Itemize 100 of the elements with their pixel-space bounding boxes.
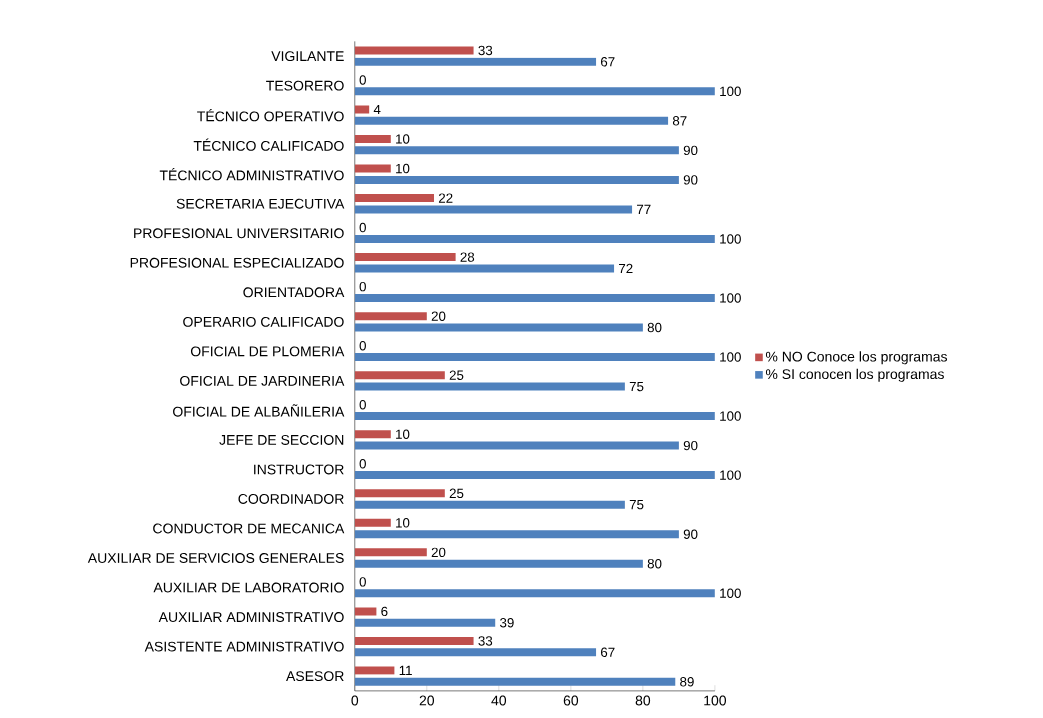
bar [354,607,377,616]
y-tick-label: SECRETARIA EJECUTIVA [176,199,345,209]
bar [354,87,715,96]
y-tick-label: TÉCNICO CALIFICADO [193,138,344,152]
data-label: 87 [672,116,687,126]
bar [354,500,625,509]
data-label: 67 [601,647,615,658]
bar [354,135,391,144]
bar [354,312,427,321]
bar [354,58,597,66]
y-tick-label: CONDUCTOR DE MECANICA [153,523,345,534]
bar [354,105,370,114]
bar [354,519,391,528]
data-label: 0 [359,223,366,233]
bar [354,235,715,244]
data-label: 77 [637,205,651,215]
bar [354,548,427,557]
bar [354,530,679,539]
x-tick-label: 40 [491,695,507,706]
bar [354,666,395,675]
data-label: 100 [720,293,741,303]
data-label: 90 [683,441,698,451]
data-label: 75 [629,500,644,510]
data-label: 0 [359,400,366,410]
bar [354,678,676,687]
x-tick-label: 60 [563,695,579,706]
data-label: 25 [449,370,464,381]
x-tick-label: 0 [351,695,359,706]
data-label: 28 [460,252,475,263]
bar [354,637,474,646]
data-label: 39 [500,618,514,628]
data-label: 90 [683,529,698,540]
data-label: 22 [438,193,453,203]
data-label: 90 [683,175,698,185]
bar [354,559,643,568]
bar [354,146,679,155]
data-label: 10 [396,518,410,528]
data-label: 80 [647,559,662,569]
y-tick-label: AUXILIAR ADMINISTRATIVO [158,612,344,623]
bar [354,194,435,203]
data-label: 0 [359,282,366,292]
y-tick-label: OFICIAL DE ALBAÑILERIA [173,404,345,417]
y-tick-label: OFICIAL DE JARDINERIA [180,376,345,387]
data-label: 33 [478,45,493,56]
y-tick-label: ASISTENTE ADMINISTRATIVO [144,641,344,652]
data-label: 100 [720,86,741,97]
data-label: 10 [396,429,410,440]
bar [354,323,643,332]
data-label: 100 [720,352,741,362]
data-label: 67 [601,57,615,67]
y-tick-label: VIGILANTE [271,51,344,62]
y-tick-label: INSTRUCTOR [254,464,344,475]
data-label: 10 [396,134,410,144]
x-tick-label: 80 [635,695,651,706]
bar [354,371,445,380]
data-label: 20 [431,547,446,558]
bar [354,253,456,262]
x-tick-label: 100 [704,695,727,706]
data-label: 4 [373,105,381,115]
data-label: 72 [619,264,633,274]
data-label: 0 [359,459,366,469]
bar [354,176,679,185]
y-tick-label: PROFESIONAL UNIVERSITARIO [134,228,344,239]
bar [354,294,715,303]
bar [354,205,633,214]
bar [354,164,391,173]
y-tick-label: OFICIAL DE PLOMERIA [190,346,345,357]
bar [354,489,445,498]
bar [354,430,391,439]
legend-label: % NO Conoce los programas [765,351,948,365]
data-label: 6 [381,606,388,617]
bar [354,353,715,362]
bar [354,264,615,273]
y-tick-label: PROFESIONAL ESPECIALIZADO [130,258,344,268]
data-label: 90 [683,145,698,156]
bar [354,441,679,450]
data-label: 89 [680,677,694,687]
bar [354,589,715,598]
bar [354,471,715,480]
data-label: 20 [431,311,446,322]
data-label: 75 [629,382,644,392]
data-label: 100 [720,411,741,421]
bar [354,382,625,391]
data-label: 80 [647,323,662,333]
bar [354,46,474,55]
y-tick-label: TÉCNICO OPERATIVO [197,109,344,122]
y-tick-label: AUXILIAR DE SERVICIOS GENERALES [87,553,344,564]
data-label: 11 [399,666,412,676]
y-tick-label: TESORERO [266,80,344,91]
bar [354,618,496,627]
data-label: 0 [359,577,366,587]
data-label: 100 [720,234,741,244]
data-label: 33 [478,636,493,646]
bar [354,412,715,421]
data-label: 25 [449,488,464,499]
bar [354,117,669,126]
data-label: 10 [396,164,410,174]
legend-label: % SI conocen los programas [765,369,944,383]
y-tick-label: ORIENTADORA [243,287,345,298]
x-tick-label: 20 [419,695,435,706]
